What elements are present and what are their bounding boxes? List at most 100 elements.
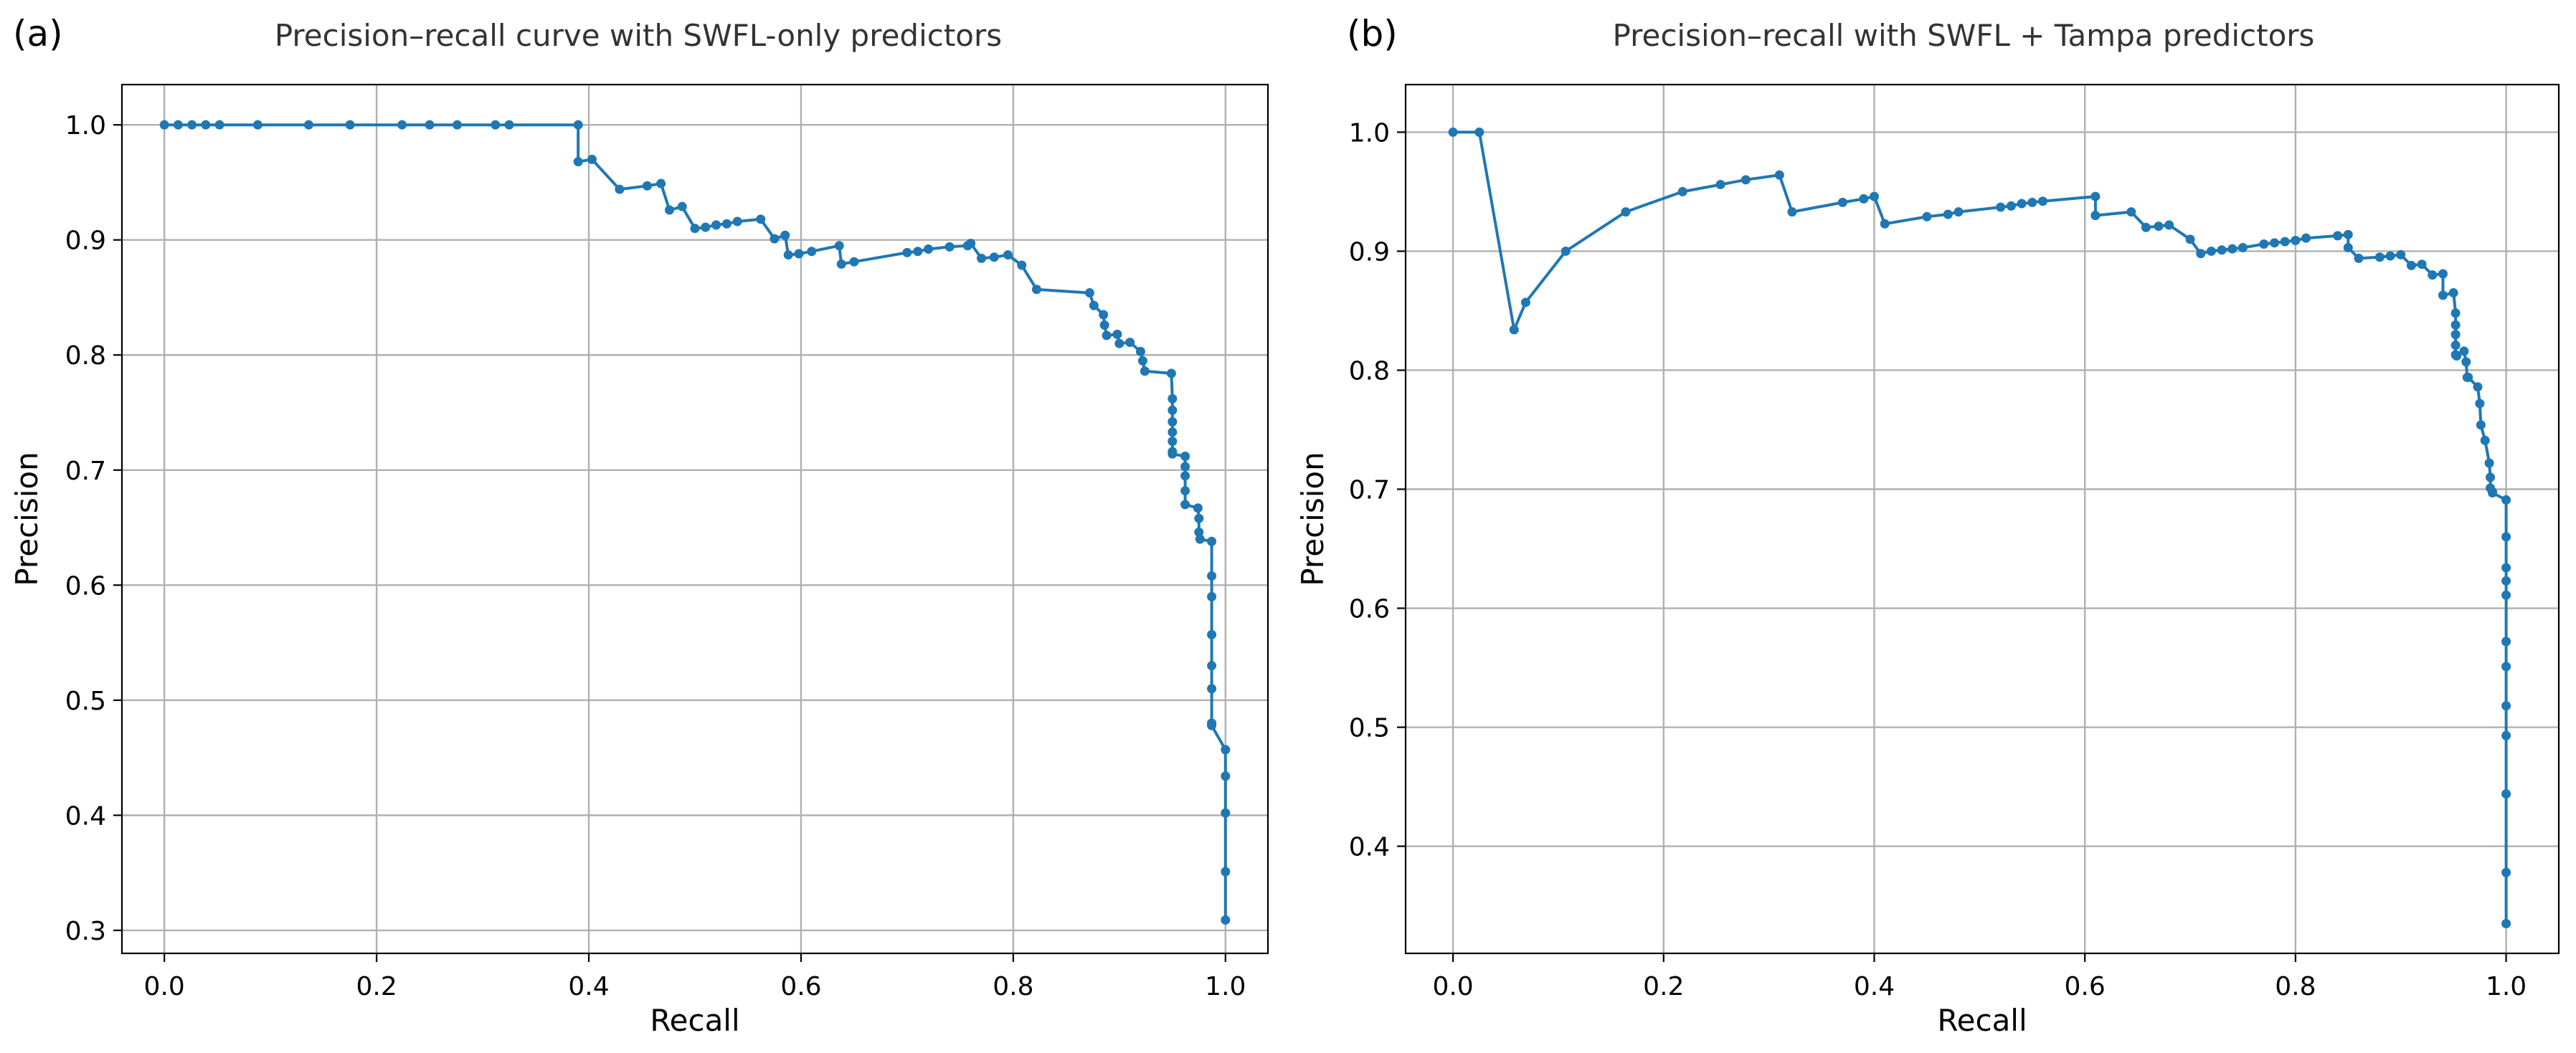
chart0-series-0-point-48 [1099,310,1109,320]
chart0-series-0-point-41 [977,253,986,263]
chart0-series-0-point-24 [721,219,731,229]
chart1-series-0-point-74 [2501,563,2511,573]
chart0-series-0-point-77 [1207,629,1217,639]
chart1-series-0-point-3 [1520,297,1530,308]
chart0-series-0-point-85 [1221,808,1231,818]
chart0-series-0-point-37 [924,244,934,254]
chart0-series-0-point-73 [1195,534,1205,544]
chart1-series-0-point-53 [2450,308,2461,318]
chart1-series-0-point-2 [1509,325,1519,335]
chart1-x-tick-label-5: 1.0 [2486,972,2527,1001]
chart1-series-0-point-24 [2090,211,2101,221]
chart0-series-0-point-18 [656,178,666,189]
chart1-series-0-point-72 [2501,495,2511,505]
chart1-series-0-point-52 [2448,288,2458,298]
chart1-y-tick-label-4: 0.8 [1349,356,1390,386]
chart0-y-tick-label-1: 0.4 [65,801,106,831]
chart1-series-0-point-10 [1787,207,1797,217]
chart0-series-0-point-21 [690,224,700,234]
chart0-x-tick-label-0: 0.0 [144,972,185,1001]
chart0-series-0-point-2 [187,120,197,130]
chart1-series-0-point-34 [2238,242,2248,252]
chart1-series-0-point-27 [2154,221,2164,232]
chart1-series-0-point-33 [2227,244,2238,254]
chart1-series-0-point-60 [2461,357,2471,367]
chart1-series-0-point-38 [2291,235,2301,245]
chart0-series-0-point-29 [783,250,793,260]
chart1-series-0-point-35 [2259,239,2269,249]
chart1-series-0-point-17 [1954,207,1964,217]
chart1-series-0-point-77 [2501,637,2511,647]
chart1-series-0-point-80 [2501,730,2511,740]
chart0-series-0-point-30 [794,249,804,259]
chart1-series-0-point-16 [1943,209,1953,219]
chart1-y-tick-label-0: 0.4 [1349,833,1390,862]
chart0-series-0-point-25 [732,216,742,227]
chart0-series-0-point-67 [1180,471,1190,481]
chart1-series-0-point-26 [2141,222,2151,232]
chart1-series-0-point-82 [2501,867,2511,877]
chart0-x-tick-label-3: 0.6 [780,972,821,1001]
chart1-series-0-point-68 [2486,472,2496,482]
chart0-series-0-point-23 [711,220,721,230]
chart1-panel-label: (b) [1347,13,1398,54]
chart0-series-0-point-86 [1221,867,1231,877]
chart0-series-0-point-1 [173,120,183,130]
chart1-series-0-point-54 [2450,320,2461,330]
chart0-series-0-point-33 [836,259,846,269]
chart0-series-0-point-36 [913,247,923,257]
chart1-series-0-point-20 [2017,199,2027,209]
chart0-series-0-point-66 [1180,462,1190,472]
chart0-series-0-point-54 [1135,346,1145,356]
chart1-y-tick-label-5: 0.9 [1349,237,1390,267]
chart0-series-0-point-40 [966,239,976,249]
chart0-series-0-line [164,123,1227,920]
chart0-series-0-point-49 [1099,320,1109,330]
chart1-series-0-point-44 [2374,252,2385,262]
chart1-series-0-point-1 [1474,127,1484,137]
chart0-series-0-point-50 [1102,330,1112,340]
chart0-y-tick-label-3: 0.6 [65,571,106,601]
chart1-series-0-point-14 [1880,219,1890,229]
chart0-y-tick-label-7: 1.0 [65,111,106,140]
chart1-panel: 0.0 0.2 0.4 0.6 0.8 1.0 0.4 0.5 0.6 0.7 0.8 0.9 1.0 (… [1295,13,2560,1038]
chart1-series-0-point-59 [2459,346,2469,356]
chart0-series-0-point-19 [664,205,674,215]
chart0-panel-label: (a) [13,13,63,54]
chart1-series-0-point-58 [2452,351,2462,361]
chart0-series-0-point-11 [491,120,501,130]
chart0-series-0-point-34 [849,257,859,267]
chart0-series-0-point-70 [1193,503,1203,513]
chart1-x-tick-label-3: 0.6 [2065,972,2106,1001]
chart0-series-0-point-31 [807,247,817,257]
chart0-y-tick-label-2: 0.5 [65,687,106,716]
chart0-series-0-point-4 [214,120,224,130]
chart0-series-0-point-27 [770,234,780,244]
chart1-series-0-point-64 [2475,399,2485,409]
chart1-series-0-point-41 [2343,229,2353,239]
chart1-series-0-point-5 [1621,207,1631,217]
chart1-series-0-point-30 [2196,249,2206,259]
chart0-series-0-point-79 [1207,684,1217,694]
chart0-series-0-point-9 [425,120,435,130]
chart0-y-tick-label-6: 0.9 [65,227,106,256]
chart0-series-0-point-71 [1194,513,1204,523]
chart0-series-0-point-75 [1207,571,1217,581]
chart1-series-0-point-45 [2385,251,2395,261]
chart1-series-0-point-8 [1741,175,1751,185]
chart0-series-0-point-60 [1168,416,1178,427]
chart1-series-0-point-31 [2206,246,2216,256]
chart1-y-tick-label-2: 0.6 [1349,595,1390,624]
chart1-series-0-point-29 [2185,234,2195,244]
chart1-x-tick-label-0: 0.0 [1432,972,1473,1001]
chart1-series-0-point-13 [1869,191,1879,201]
chart1-series-0-point-62 [2463,372,2473,382]
chart0-series-0-point-68 [1180,486,1190,496]
chart1-series-0-point-56 [2450,340,2461,351]
chart1-series-0-point-73 [2501,532,2511,542]
chart1-x-tick-label-2: 0.4 [1854,972,1895,1001]
chart0-series-0-point-22 [701,222,711,232]
chart0-series-0-point-17 [642,181,652,191]
chart1-series-0-point-18 [1996,202,2006,212]
